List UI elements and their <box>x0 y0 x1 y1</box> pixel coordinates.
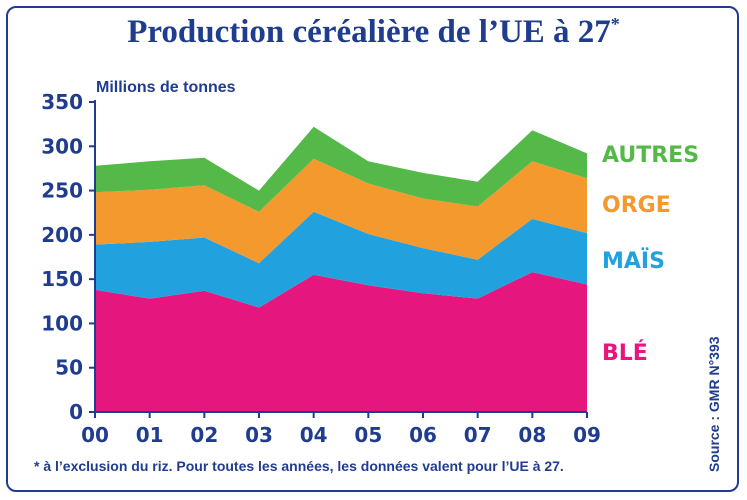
area-blé <box>95 272 587 412</box>
x-tick-label: 00 <box>81 423 109 447</box>
y-tick-label: 300 <box>41 134 83 158</box>
x-tick-label: 08 <box>518 423 546 447</box>
y-tick-label: 200 <box>41 223 83 247</box>
x-tick-label: 03 <box>245 423 273 447</box>
y-tick-label: 100 <box>41 311 83 335</box>
series-label: BLÉ <box>602 340 648 366</box>
series-label: MAÏS <box>602 248 665 274</box>
series-label: AUTRES <box>602 143 699 168</box>
y-tick-label: 350 <box>41 90 83 114</box>
x-tick-label: 05 <box>354 423 382 447</box>
x-tick-label: 02 <box>190 423 218 447</box>
area-orge <box>95 158 587 264</box>
series-label: ORGE <box>602 193 671 218</box>
y-tick-label: 150 <box>41 267 83 291</box>
x-tick-label: 07 <box>464 423 492 447</box>
x-tick-label: 04 <box>300 423 328 447</box>
x-tick-label: 09 <box>573 423 601 447</box>
y-tick-label: 50 <box>55 356 83 380</box>
area-maïs <box>95 211 587 308</box>
y-axis-label: Millions de tonnes <box>96 79 236 96</box>
area-autres <box>95 126 587 212</box>
footnote: * à l’exclusion du riz. Pour toutes les … <box>34 458 564 474</box>
y-tick-label: 250 <box>41 179 83 203</box>
source-note: Source : GMR N°393 <box>706 336 722 472</box>
title-asterisk: * <box>610 14 620 34</box>
y-tick-label: 0 <box>69 400 83 424</box>
x-tick-label: 06 <box>409 423 437 447</box>
chart-title: Production céréalière de l’UE à 27* <box>127 14 620 50</box>
x-tick-label: 01 <box>136 423 164 447</box>
